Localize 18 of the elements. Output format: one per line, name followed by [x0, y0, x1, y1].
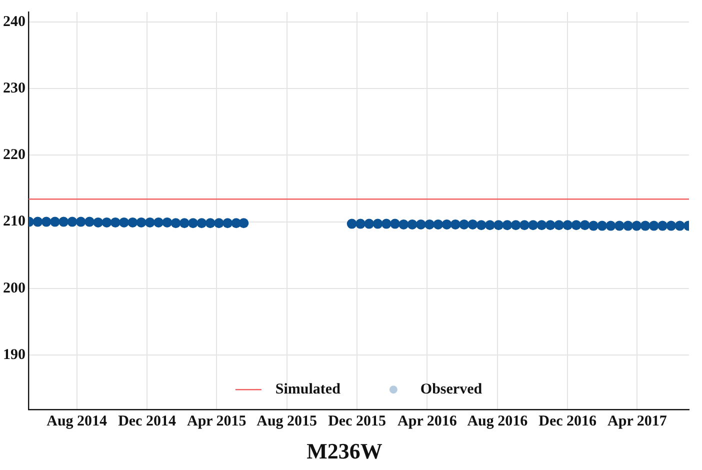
y-tick-label: 230 — [3, 80, 26, 96]
y-tick-label: 210 — [3, 214, 26, 230]
x-tick-label: Dec 2015 — [328, 413, 386, 430]
x-tick-label: Dec 2016 — [538, 413, 598, 430]
x-tick-label: Apr 2015 — [186, 413, 246, 430]
text: M236W — [306, 438, 382, 464]
x-tick-label: Apr 2017 — [608, 413, 668, 430]
x-tick-label: Aug 2014 — [46, 413, 108, 430]
legend-label: Observed — [420, 381, 483, 398]
y-tick-label: 220 — [3, 147, 26, 164]
x-tick-label: Dec 2014 — [118, 413, 176, 430]
x-tick-label: Apr 2016 — [398, 413, 458, 430]
y-tick-label: 240 — [3, 14, 26, 30]
x-tick-label: Aug 2016 — [467, 413, 528, 430]
y-tick-label: 190 — [3, 346, 26, 363]
legend-label: Simulated — [275, 381, 342, 398]
y-tick-label: 200 — [3, 280, 26, 296]
x-tick-label: Aug 2015 — [256, 413, 318, 430]
